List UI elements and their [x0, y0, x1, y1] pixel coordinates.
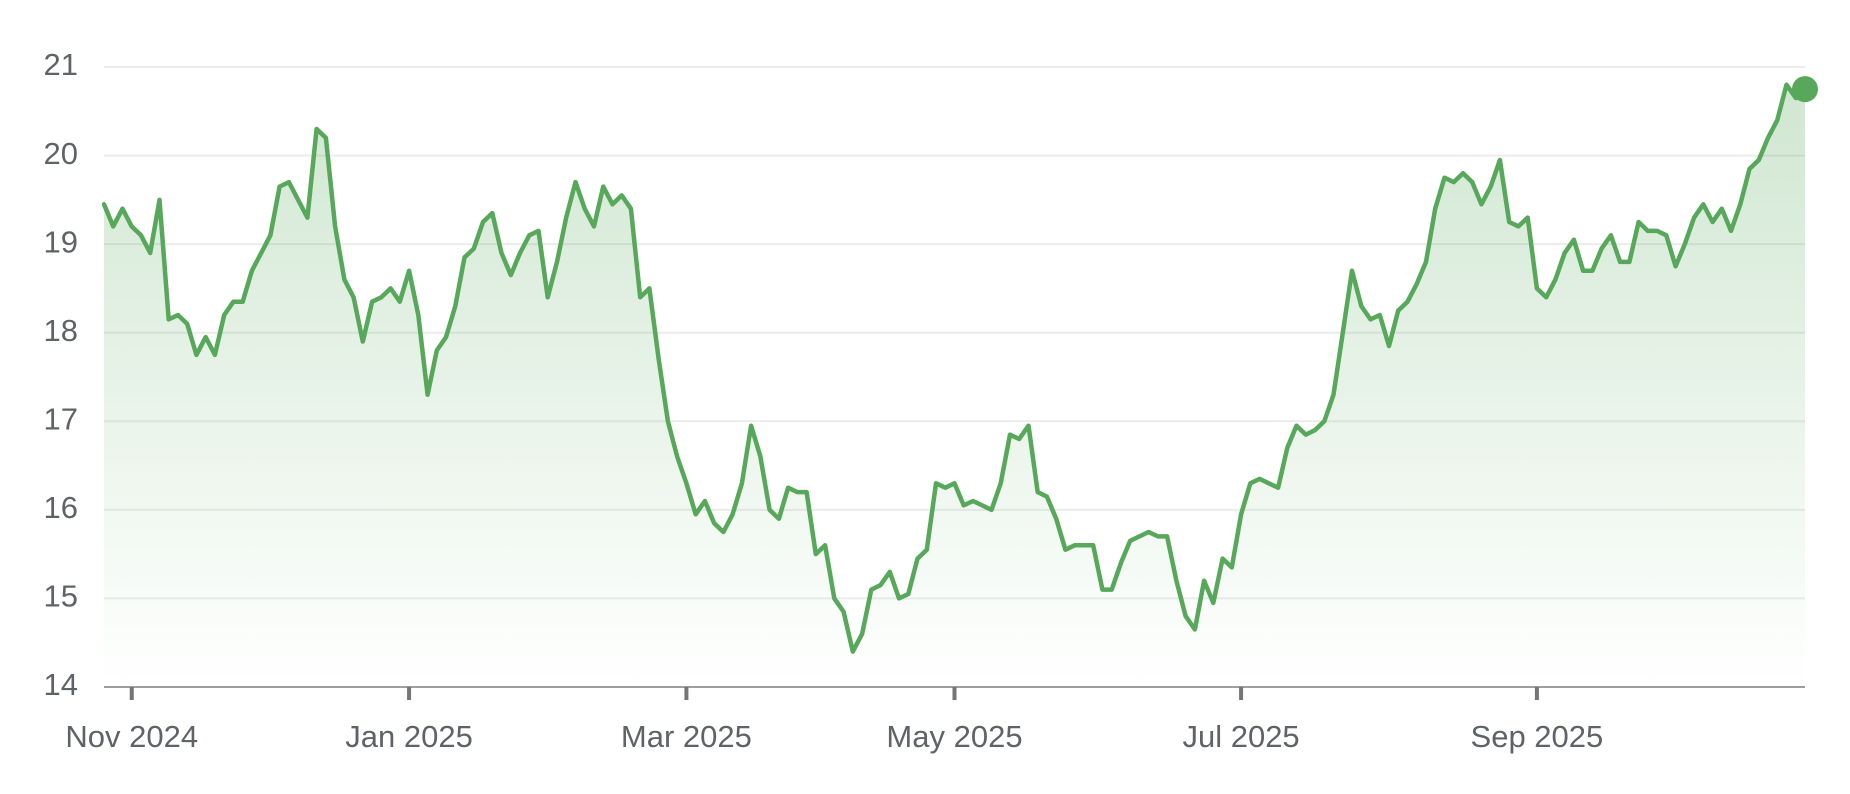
x-tick-label: Jul 2025 — [1182, 719, 1299, 754]
x-tick-label: Nov 2024 — [65, 719, 198, 754]
y-tick-label: 19 — [44, 224, 78, 259]
y-tick-label: 21 — [44, 47, 78, 82]
y-tick-label: 20 — [44, 136, 78, 171]
x-tick-label: Jan 2025 — [345, 719, 473, 754]
y-tick-label: 18 — [44, 313, 78, 348]
end-point — [1792, 76, 1818, 103]
x-tick-label: May 2025 — [886, 719, 1022, 754]
y-tick-label: 17 — [44, 401, 78, 436]
y-tick-label: 16 — [44, 490, 78, 525]
x-tick-label: Mar 2025 — [621, 719, 752, 754]
x-tick-label: Sep 2025 — [1471, 719, 1604, 754]
line — [101, 82, 1808, 654]
area — [104, 84, 1805, 687]
y-tick-label: 14 — [44, 667, 78, 702]
y-tick-label: 15 — [44, 579, 78, 614]
